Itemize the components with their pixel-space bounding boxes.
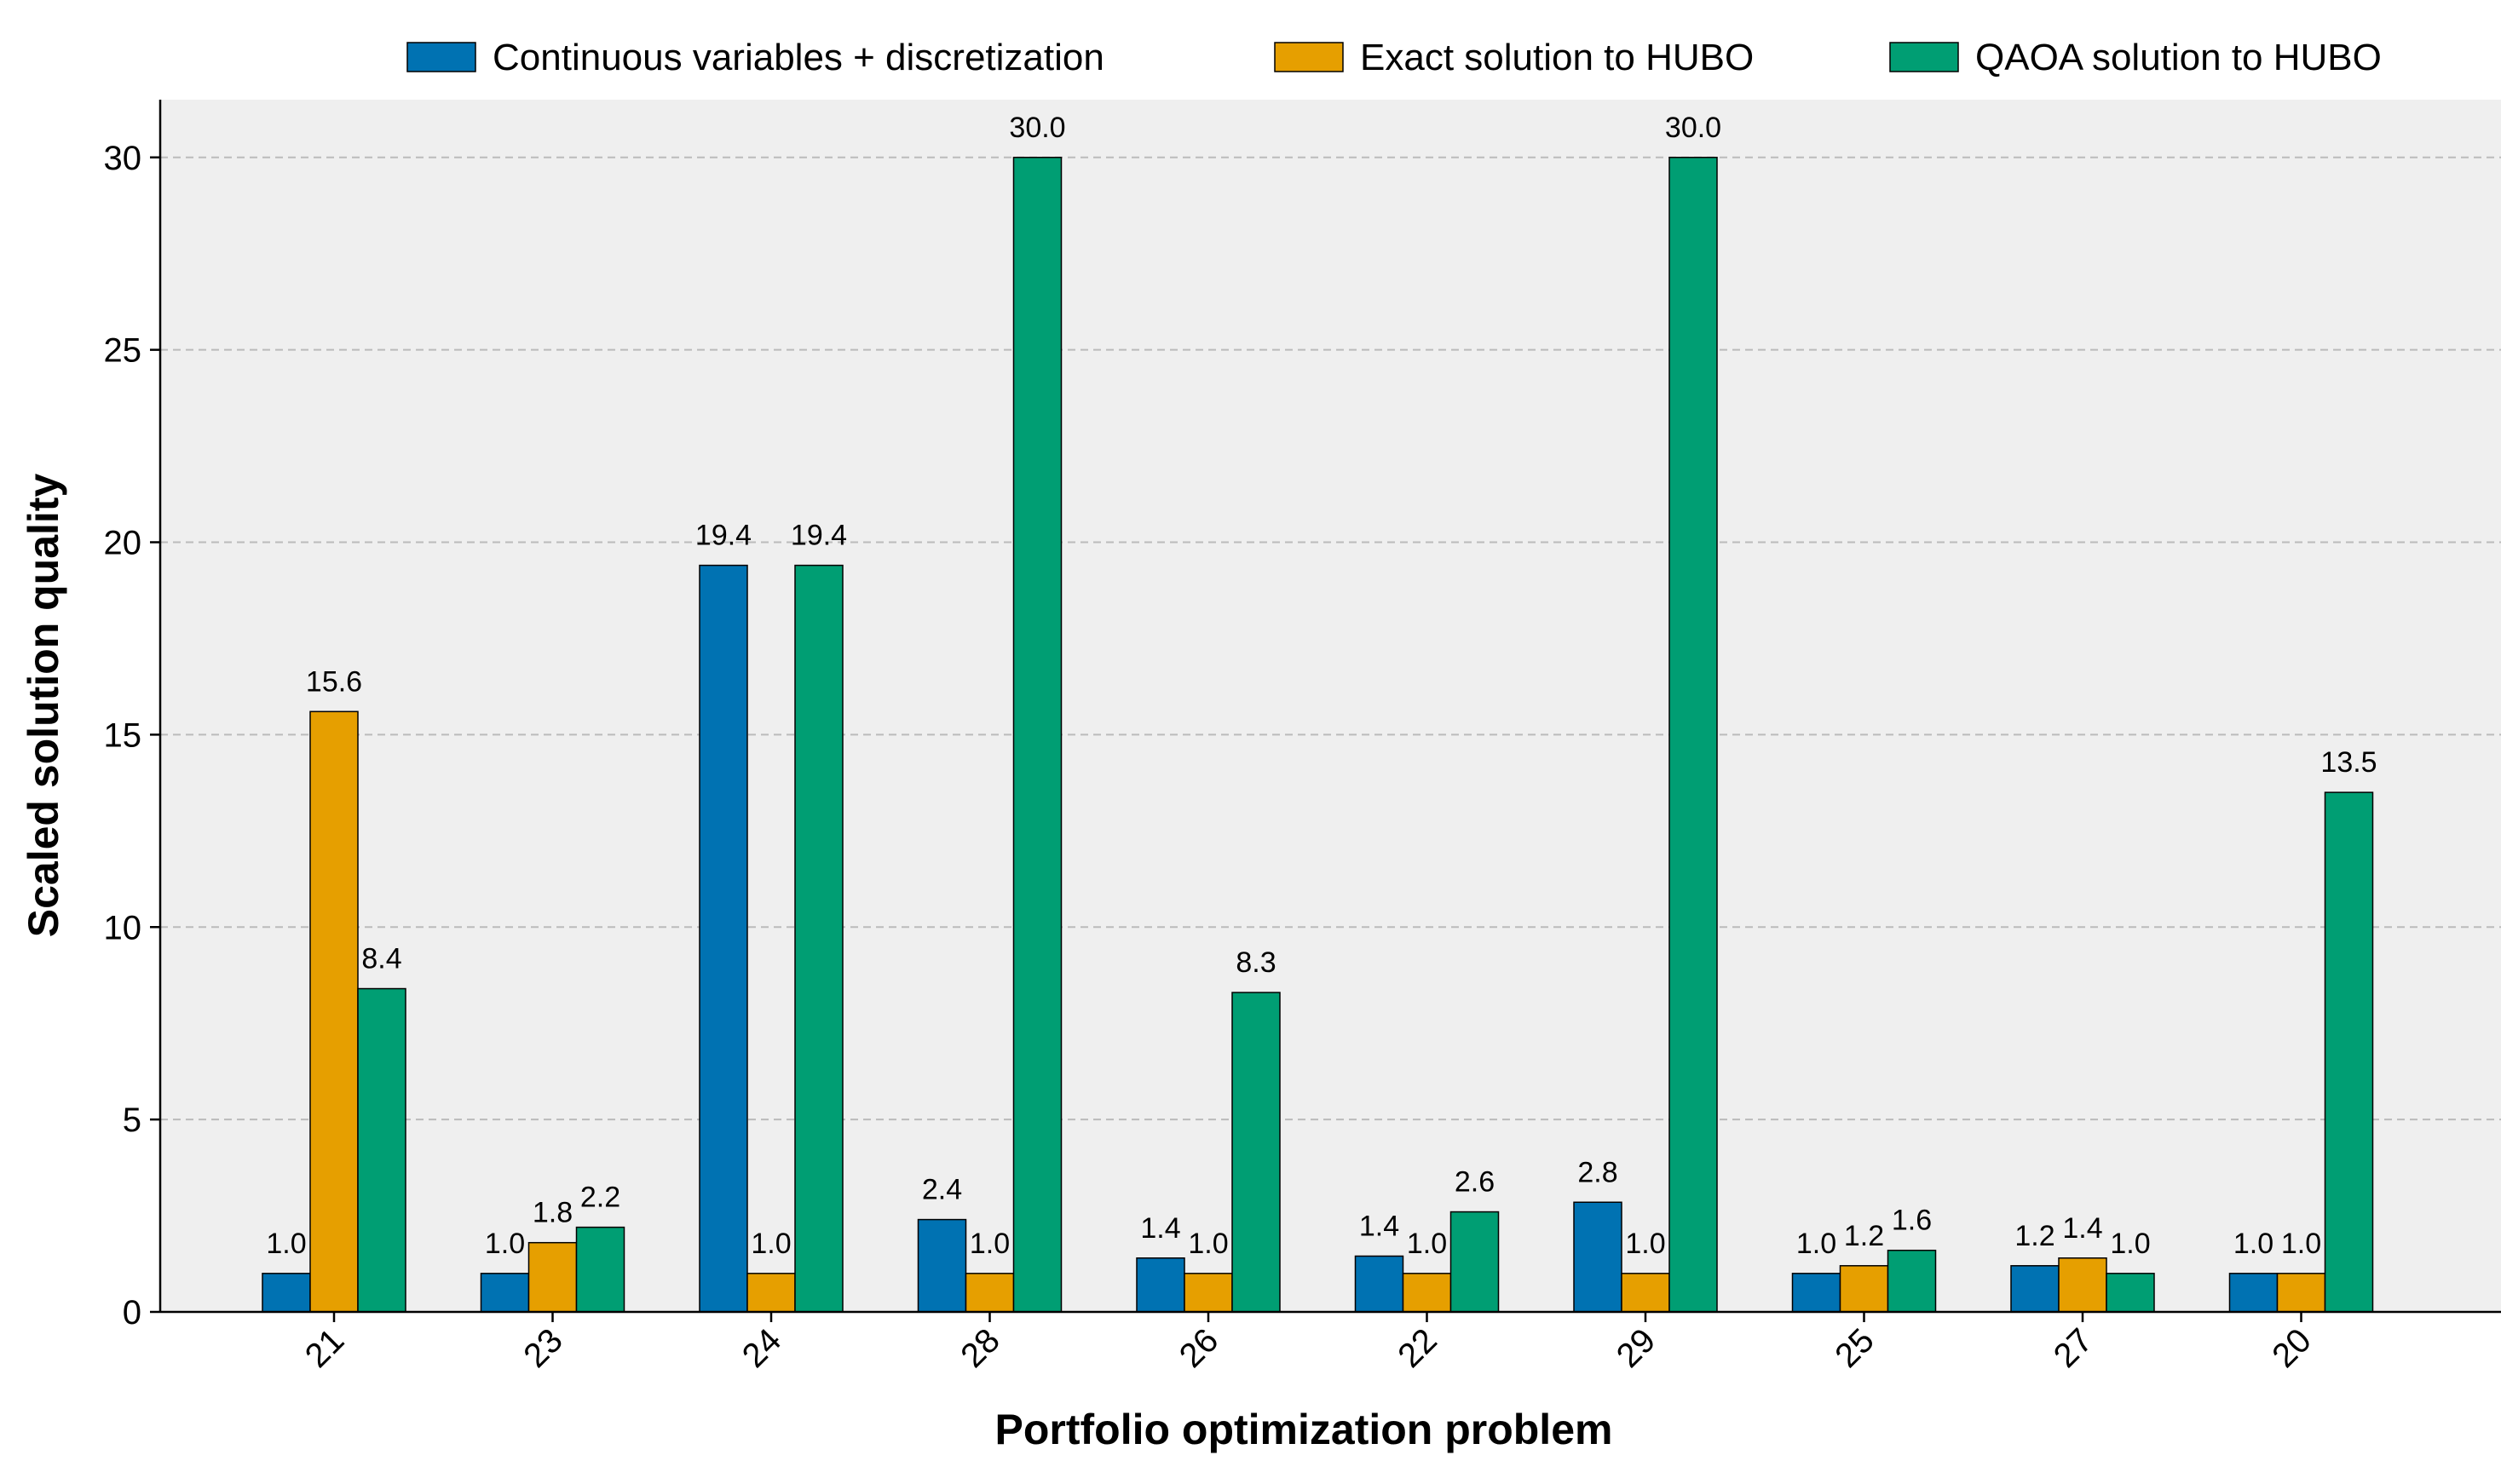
y-tick-label: 10 (104, 909, 142, 946)
data-label: 1.0 (1188, 1228, 1228, 1260)
x-tick-label: 26 (1173, 1321, 1226, 1375)
y-tick-label: 0 (123, 1294, 141, 1332)
x-axis-title: Portfolio optimization problem (995, 1406, 1613, 1453)
bar (1184, 1273, 1233, 1313)
y-tick-label: 5 (123, 1101, 141, 1139)
grid-layer (160, 156, 2501, 1121)
legend: Continuous variables + discretization Exa… (406, 37, 2382, 78)
data-label: 1.0 (970, 1228, 1010, 1260)
bar (1136, 1257, 1185, 1313)
legend-label: Exact solution to HUBO (1360, 37, 1754, 78)
x-tick-label: 23 (516, 1321, 570, 1375)
data-label: 1.0 (2281, 1228, 2321, 1260)
legend-swatch (406, 42, 476, 72)
bar (527, 1241, 578, 1313)
x-tick-label: 29 (1610, 1321, 1663, 1375)
x-tick-label: 21 (298, 1321, 352, 1375)
bar (309, 710, 359, 1313)
x-tick-label: 27 (2047, 1321, 2100, 1375)
bar (1573, 1201, 1622, 1313)
legend-swatch (1274, 42, 1344, 72)
y-tick-label: 20 (104, 525, 142, 562)
bars-layer (262, 157, 2374, 1313)
bar (1887, 1249, 1937, 1313)
data-label: 1.0 (266, 1228, 306, 1260)
x-tick-label: 20 (2265, 1321, 2319, 1375)
bar (699, 564, 748, 1313)
data-label: 1.4 (1359, 1210, 1399, 1242)
bar (1402, 1273, 1452, 1313)
data-label: 1.8 (533, 1197, 573, 1229)
y-ticks-layer: 0 5 10 15 20 25 30 (104, 140, 160, 1332)
x-tick-label: 25 (1828, 1321, 1882, 1375)
x-tick-label: 24 (735, 1321, 789, 1375)
bar (1668, 157, 1718, 1313)
bar (2058, 1257, 2107, 1313)
bar (965, 1273, 1015, 1313)
bar (1231, 992, 1281, 1313)
y-axis-title: Scaled solution quality (20, 474, 67, 938)
data-label: 19.4 (791, 520, 847, 552)
data-label: 2.4 (922, 1174, 962, 1206)
data-label: 1.4 (1140, 1212, 1180, 1245)
bar (746, 1273, 796, 1313)
data-label: 1.0 (485, 1228, 525, 1260)
data-label: 30.0 (1665, 112, 1721, 144)
y-tick-label: 30 (104, 140, 142, 177)
data-label: 8.3 (1236, 946, 1276, 979)
x-tick-label: 22 (1391, 1321, 1444, 1375)
x-tick-label: 28 (954, 1321, 1007, 1375)
x-ticks-layer: 21 23 24 28 26 22 29 25 27 20 (298, 1312, 2319, 1375)
bar (357, 987, 406, 1313)
data-label: 30.0 (1009, 112, 1065, 144)
data-label: 13.5 (2320, 746, 2377, 779)
legend-swatch (1889, 42, 1959, 72)
data-label: 1.0 (2110, 1228, 2150, 1260)
data-label: 2.6 (1455, 1166, 1495, 1199)
legend-label: QAOA solution to HUBO (1975, 37, 2382, 78)
bar (917, 1218, 967, 1313)
bar (1839, 1265, 1889, 1313)
data-label: 1.6 (1892, 1205, 1932, 1237)
data-label: 8.4 (361, 943, 401, 975)
bar (262, 1273, 311, 1313)
bar (794, 564, 844, 1313)
plot-background (160, 100, 2501, 1312)
legend-label: Continuous variables + discretization (493, 37, 1104, 78)
bar (2276, 1273, 2326, 1313)
y-tick-label: 15 (104, 716, 142, 754)
bar (575, 1226, 625, 1313)
data-label: 1.0 (2233, 1228, 2273, 1260)
bar (1354, 1255, 1404, 1313)
data-label: 1.0 (1625, 1228, 1665, 1260)
bar (2010, 1265, 2060, 1313)
bar (1791, 1273, 1841, 1313)
bar (1012, 157, 1063, 1313)
y-tick-label: 25 (104, 332, 142, 370)
data-label: 15.6 (306, 665, 362, 698)
data-label: 19.4 (695, 520, 752, 552)
bar (2106, 1273, 2155, 1313)
bar (2228, 1273, 2279, 1313)
data-label: 1.0 (1407, 1228, 1447, 1260)
data-label: 1.4 (2062, 1212, 2102, 1245)
data-label: 1.2 (2014, 1220, 2054, 1252)
data-label: 1.0 (751, 1228, 791, 1260)
bar (1621, 1273, 1670, 1313)
data-label: 1.2 (1844, 1220, 1884, 1252)
data-labels-layer: 1.0 1.019.42.41.4 1.42.81.0 1.2 1.015.61.81.… (266, 112, 2377, 1260)
bar (1449, 1211, 1500, 1313)
bar (2324, 791, 2374, 1313)
bar (480, 1273, 530, 1313)
data-label: 2.2 (580, 1182, 620, 1214)
data-label: 2.8 (1577, 1156, 1617, 1188)
data-label: 1.0 (1796, 1228, 1836, 1260)
